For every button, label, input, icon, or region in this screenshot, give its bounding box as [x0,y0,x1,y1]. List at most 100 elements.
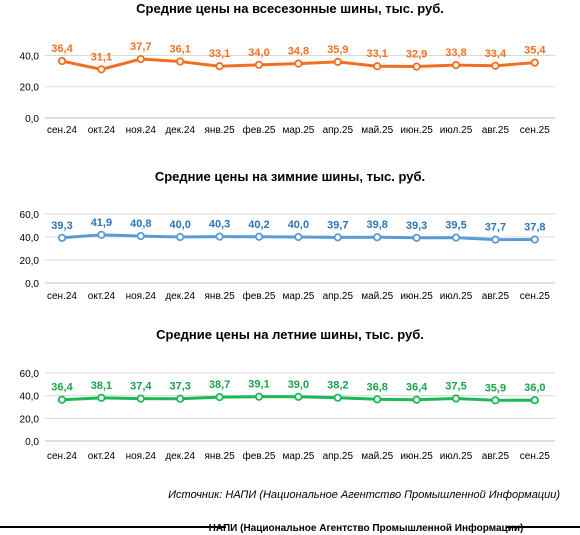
y-tick-label: 0,0 [25,279,39,290]
data-point [136,54,145,64]
x-tick-label: сен.24 [47,451,77,462]
data-point [412,62,421,71]
data-point [373,62,382,71]
x-tick-label: апр.25 [323,291,354,302]
data-label: 33,1 [209,48,230,60]
x-tick-label: май.25 [361,451,393,462]
x-tick-label: фев.25 [242,290,275,302]
chart-title: Средние цены на всесезонные шины, тыс. р… [136,1,444,16]
x-tick-label: фев.25 [242,124,275,136]
data-label: 40,8 [130,218,151,230]
x-tick-label: янв.25 [205,125,236,136]
data-point [57,395,67,404]
x-tick-label: фев.25 [242,450,275,462]
data-label: 33,4 [485,48,507,60]
x-tick-label: июл.25 [440,125,473,136]
y-tick-label: 40,0 [20,51,40,62]
data-point [294,59,303,68]
footer-text: НАПИ (Национальное Агентство Промышленно… [209,522,524,534]
data-label: 37,8 [524,222,545,234]
x-tick-label: дек.24 [165,125,195,136]
x-tick-label: авг.25 [482,451,510,462]
data-point [491,235,500,244]
data-point [215,62,224,71]
data-point [412,395,421,404]
chart-2: Средние цены на зимние шины, тыс. руб. 0,… [20,169,555,302]
data-point [451,61,461,70]
data-point [294,392,303,401]
x-tick-label: окт.24 [88,125,116,136]
data-label: 40,0 [288,219,309,231]
y-tick-label: 20,0 [20,83,40,94]
data-point [254,60,264,69]
data-point [451,394,461,403]
data-label: 33,8 [445,47,466,59]
data-point [333,393,342,402]
data-label: 39,8 [366,219,387,231]
data-label: 41,9 [91,217,112,229]
data-label: 39,3 [406,220,427,232]
x-tick-label: июн.25 [400,125,433,136]
data-point [530,235,539,244]
x-tick-label: окт.24 [88,291,116,302]
x-tick-label: июн.25 [400,451,433,462]
data-label: 35,4 [524,45,546,57]
x-tick-label: апр.25 [323,451,354,462]
data-point [254,392,264,401]
x-tick-label: авг.25 [482,291,510,302]
data-point [136,231,145,241]
chart-title: Средние цены на летние шины, тыс. руб. [156,327,424,342]
y-tick-label: 40,0 [20,392,40,403]
data-label: 37,5 [445,381,466,393]
data-label: 33,1 [366,48,387,60]
data-point [373,395,382,404]
data-label: 40,3 [209,219,230,231]
chart-title: Средние цены на зимние шины, тыс. руб. [155,169,425,184]
data-point [294,232,303,242]
data-label: 37,7 [485,222,506,234]
data-label: 32,9 [406,49,427,61]
data-point [215,232,224,241]
data-point [530,58,539,67]
x-tick-label: ноя.24 [126,451,157,462]
data-label: 34,8 [288,46,309,58]
data-label: 36,1 [169,44,190,56]
data-point [333,57,342,66]
source-note: Источник: НАПИ (Национальное Агентство П… [168,489,560,501]
data-point [254,232,264,241]
chart-1: Средние цены на всесезонные шины, тыс. р… [20,1,555,136]
x-tick-label: сен.25 [520,291,550,302]
data-label: 31,1 [91,51,112,63]
data-point [57,56,67,66]
y-tick-label: 20,0 [20,414,40,425]
data-label: 37,7 [130,41,151,53]
data-point [333,233,342,242]
data-point [176,394,185,403]
x-tick-label: июн.25 [400,291,433,302]
data-label: 37,4 [130,381,152,393]
data-point [97,393,106,402]
data-label: 39,5 [445,220,466,232]
data-label: 38,1 [91,380,112,392]
x-tick-label: мар.25 [282,451,314,462]
x-tick-label: янв.25 [205,291,236,302]
x-tick-label: апр.25 [323,125,354,136]
data-label: 39,3 [51,220,72,232]
data-label: 38,7 [209,379,230,391]
data-label: 36,4 [51,43,73,55]
data-label: 36,0 [524,382,545,394]
data-label: 40,0 [169,219,190,231]
x-tick-label: май.25 [361,125,393,136]
y-tick-label: 0,0 [25,437,39,448]
data-label: 36,4 [406,382,428,394]
data-point [451,233,461,242]
x-tick-label: сен.25 [520,125,550,136]
data-label: 40,2 [248,219,269,231]
x-tick-label: дек.24 [165,451,195,462]
y-tick-label: 60,0 [20,210,40,221]
data-label: 38,2 [327,380,348,392]
data-point [491,61,500,70]
data-point [176,57,185,66]
y-tick-label: 0,0 [25,114,39,125]
